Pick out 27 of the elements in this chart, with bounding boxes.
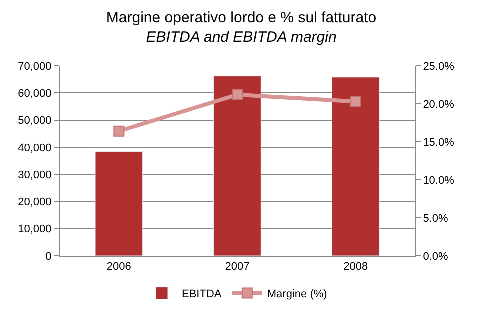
y-tick-label: 0 bbox=[46, 250, 52, 263]
y2-tick-label: 25.0% bbox=[423, 60, 455, 73]
x-tick-label: 2007 bbox=[225, 261, 250, 274]
y2-tick-label: 10.0% bbox=[423, 174, 455, 187]
y-tick-label: 30,000 bbox=[18, 169, 52, 182]
y-tick-label: 50,000 bbox=[18, 115, 52, 128]
y2-tick-label: 15.0% bbox=[423, 136, 455, 149]
bar bbox=[214, 76, 262, 256]
y-tick-label: 20,000 bbox=[18, 196, 52, 209]
bar bbox=[332, 77, 380, 256]
x-tick-label: 2008 bbox=[344, 261, 368, 274]
y2-tick-label: 0.0% bbox=[423, 250, 448, 263]
bar bbox=[95, 152, 144, 256]
point bbox=[350, 96, 362, 108]
y-tick-label: 40,000 bbox=[18, 142, 52, 154]
x-tick-label: 2006 bbox=[106, 261, 132, 274]
y2-tick-label: 20.0% bbox=[423, 98, 455, 111]
y-tick-label: 60,000 bbox=[18, 88, 52, 100]
chart-title: Margine operativo lordo e % sul fatturato bbox=[106, 9, 377, 26]
y-tick-label: 10,000 bbox=[18, 224, 52, 236]
y2-tick-label: 5.0% bbox=[423, 212, 448, 225]
chart-subtitle: EBITDA and EBITDA margin bbox=[146, 28, 337, 46]
point bbox=[232, 89, 243, 100]
y-tick-label: 70,000 bbox=[18, 60, 52, 73]
legend-label: EBITDA bbox=[182, 288, 222, 301]
legend-label: Margine (%) bbox=[267, 288, 328, 301]
point bbox=[114, 126, 125, 137]
